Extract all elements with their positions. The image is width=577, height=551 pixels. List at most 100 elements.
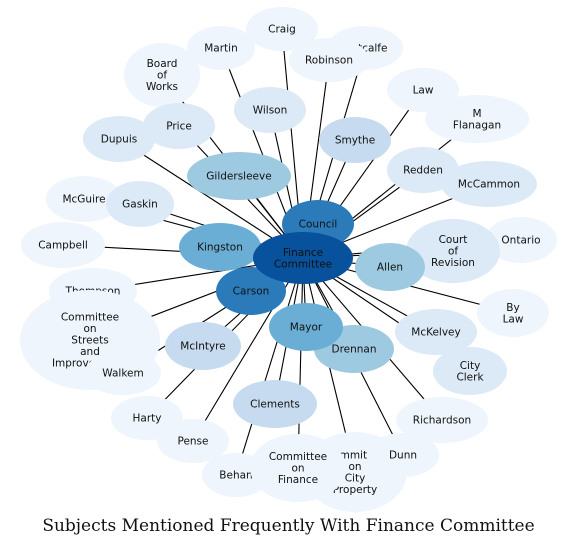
node-gaskin-label: Gaskin (122, 199, 158, 211)
edge-behan (235, 257, 304, 476)
node-gildersleeve-bubble (187, 152, 291, 200)
node-redden-bubble (387, 147, 459, 193)
node-board-of-works-bubble (124, 43, 200, 107)
node-mayor-label: Mayor (290, 322, 323, 334)
node-by-law-bubble (477, 289, 549, 337)
node-clements[interactable]: Clements (233, 380, 317, 428)
node-m-flanagan-label: M (472, 108, 481, 120)
node-walkem-bubble (85, 351, 161, 395)
node-wilson-label: Wilson (253, 105, 288, 117)
node-court-of-revision-bubble (406, 219, 500, 283)
node-price[interactable]: Price (143, 103, 215, 149)
node-gildersleeve[interactable]: Gildersleeve (187, 152, 291, 200)
node-smythe[interactable]: Smythe (319, 117, 391, 163)
node-pense-bubble (157, 419, 229, 463)
node-clements-bubble (233, 380, 317, 428)
node-craig-bubble (246, 7, 318, 51)
node-craig[interactable]: Craig (246, 7, 318, 51)
node-mcguire[interactable]: McGuire (46, 176, 122, 222)
node-walkem-label: Walkem (102, 368, 143, 380)
node-pense-label: Pense (177, 436, 208, 448)
node-law[interactable]: Law (387, 68, 459, 112)
node-ontario[interactable]: Ontario (485, 217, 557, 263)
node-mccammon[interactable]: McCammon (441, 161, 537, 207)
node-committee-on-property-label: City (345, 472, 366, 484)
node-carson-label: Carson (233, 286, 270, 298)
node-center-label: Committee (274, 258, 332, 270)
node-committee-on-finance-label: Committee (269, 451, 327, 463)
node-court-of-revision-label: Revision (431, 257, 475, 269)
node-committee-on-streets-label: Committee (61, 312, 119, 324)
node-committee-on-property-label: Property (333, 484, 377, 496)
node-martin[interactable]: Martin (187, 26, 255, 70)
node-behan-label: Behan (219, 470, 252, 482)
node-ontario-bubble (485, 217, 557, 263)
node-robinson[interactable]: Robinson (289, 38, 369, 82)
node-mckelvey[interactable]: McKelvey (395, 309, 477, 355)
node-smythe-bubble (319, 117, 391, 163)
node-carson[interactable]: Carson (216, 267, 286, 315)
node-wilson[interactable]: Wilson (234, 87, 306, 133)
node-city-clerk-bubble (433, 347, 507, 395)
node-mcguire-label: McGuire (62, 194, 105, 206)
node-richardson[interactable]: Richardson (396, 397, 488, 443)
node-city-clerk-label: Clerk (456, 371, 484, 383)
node-by-law-label: Law (503, 313, 524, 325)
node-mccammon-bubble (441, 161, 537, 207)
node-robinson-bubble (289, 38, 369, 82)
node-campbell[interactable]: Campbell (21, 222, 105, 268)
node-committee-on-finance-bubble (250, 434, 346, 502)
node-gaskin[interactable]: Gaskin (106, 181, 174, 227)
node-council-label: Council (299, 219, 338, 231)
node-city-clerk-label: City (460, 360, 481, 372)
node-campbell-bubble (21, 222, 105, 268)
node-redden[interactable]: Redden (387, 147, 459, 193)
node-allen-bubble (355, 243, 425, 291)
node-mcguire-bubble (46, 176, 122, 222)
node-board-of-works-label: Board (147, 58, 178, 70)
node-martin-label: Martin (204, 43, 238, 55)
node-court-of-revision-label: Court (439, 234, 468, 246)
node-board-of-works-label: of (157, 70, 167, 82)
node-kingston-bubble (179, 223, 261, 271)
node-mcintyre[interactable]: McIntyre (165, 322, 241, 370)
node-mckelvey-bubble (395, 309, 477, 355)
node-board-of-works-label: Works (146, 81, 178, 93)
edge-committee-on-finance (297, 257, 304, 469)
node-price-label: Price (166, 121, 192, 133)
node-dunn[interactable]: Dunn (367, 433, 439, 477)
node-pense[interactable]: Pense (157, 419, 229, 463)
node-redden-label: Redden (403, 165, 443, 177)
node-dupuis-bubble (83, 116, 155, 162)
node-committee-on-finance-label: on (291, 463, 304, 475)
node-carson-bubble (216, 267, 286, 315)
node-mayor[interactable]: Mayor (269, 303, 343, 351)
node-committee-on-streets-label: Streets (71, 335, 108, 347)
node-allen[interactable]: Allen (355, 243, 425, 291)
node-drennan-label: Drennan (331, 344, 376, 356)
node-center-label: Finance (283, 247, 323, 259)
node-harty-label: Harty (133, 413, 162, 425)
node-kingston[interactable]: Kingston (179, 223, 261, 271)
node-committee-on-streets-label: and (80, 346, 100, 358)
node-center-bubble (253, 232, 353, 284)
node-price-bubble (143, 103, 215, 149)
node-campbell-label: Campbell (38, 240, 88, 252)
node-gaskin-bubble (106, 181, 174, 227)
node-walkem[interactable]: Walkem (85, 351, 161, 395)
node-dupuis[interactable]: Dupuis (83, 116, 155, 162)
node-dunn-bubble (367, 433, 439, 477)
node-law-bubble (387, 68, 459, 112)
node-martin-bubble (187, 26, 255, 70)
node-mccammon-label: McCammon (458, 179, 520, 191)
node-dupuis-label: Dupuis (101, 134, 137, 146)
